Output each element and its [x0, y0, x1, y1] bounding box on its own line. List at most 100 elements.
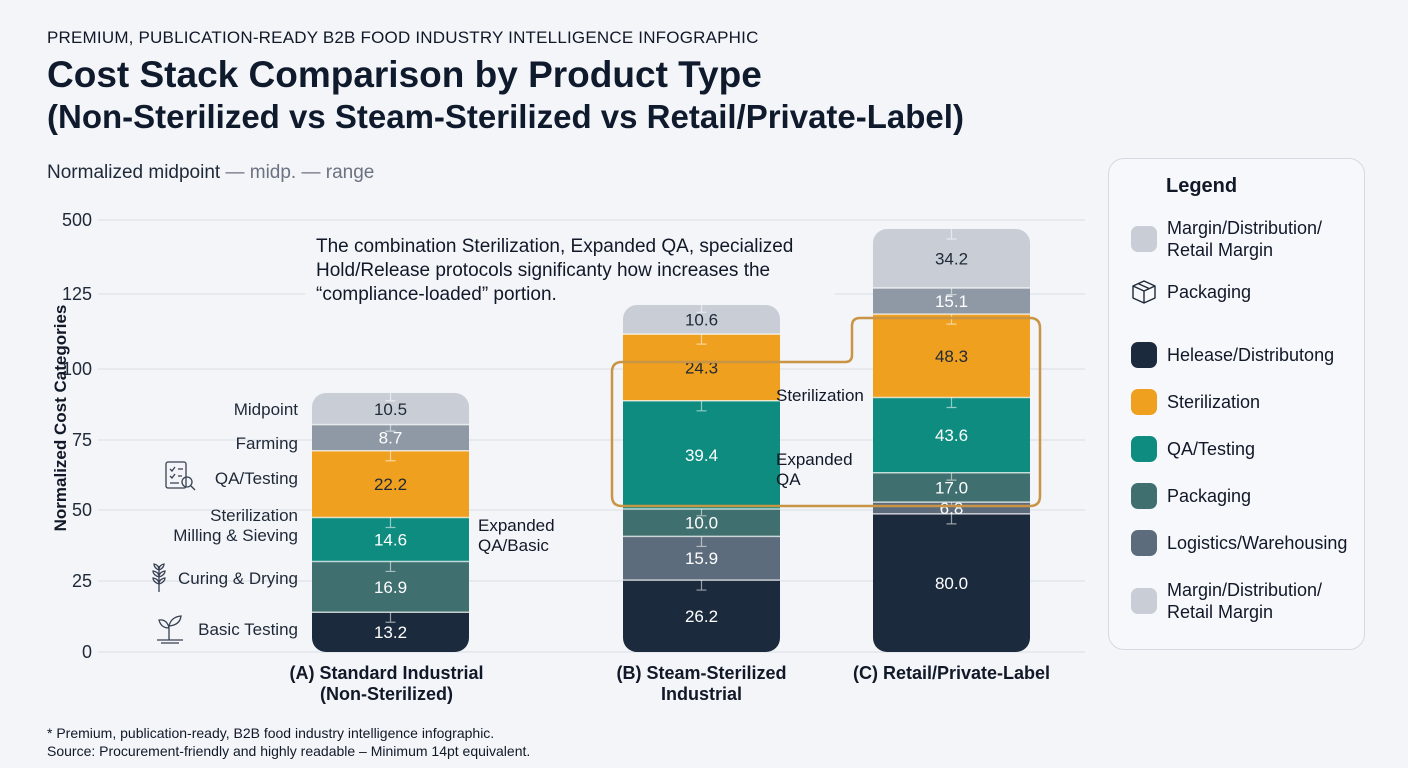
data-label: 15.9	[685, 549, 718, 568]
data-label: 80.0	[935, 574, 968, 593]
legend-label: Packaging	[1167, 282, 1252, 302]
left-category-label: Farming	[236, 434, 298, 453]
data-label: 22.2	[374, 475, 407, 494]
error-bar	[696, 305, 707, 313]
wheat-icon	[152, 563, 166, 592]
data-label: 34.2	[935, 250, 968, 269]
legend-swatch	[1131, 226, 1157, 252]
callout-text-line: Hold/Release protocols significanty how …	[316, 260, 770, 281]
legend-swatch	[1131, 389, 1157, 415]
left-category-label: Midpoint	[234, 400, 299, 419]
page-subtitle: (Non-Sterilized vs Steam-Sterilized vs R…	[47, 98, 964, 135]
legend-label: Margin/Distribution/ Retail Margin	[1167, 218, 1323, 260]
data-label: 15.1	[935, 292, 968, 311]
error-bar	[946, 229, 957, 240]
error-bar	[385, 393, 396, 402]
legend-swatch	[1131, 530, 1157, 556]
x-category-label: (B) Steam-Sterilized	[616, 663, 786, 683]
legend-label: Helease/Distributong	[1167, 345, 1335, 365]
y-tick-label: 25	[72, 571, 92, 591]
legend-item: Sterilization	[1131, 389, 1367, 415]
side-annotation-label: QA/Basic	[478, 536, 549, 555]
legend-label: Margin/Distribution/ Retail Margin	[1167, 580, 1323, 622]
callout-text-line: The combination Sterilization, Expanded …	[316, 236, 793, 257]
x-category-label: (A) Standard Industrial	[289, 663, 483, 683]
note-muted: — midp. — range	[220, 162, 375, 183]
eyebrow-text: PREMIUM, PUBLICATION-READY B2B FOOD INDU…	[47, 28, 759, 47]
legend-item: Margin/Distribution/ Retail Margin	[1131, 217, 1367, 261]
data-label: 43.6	[935, 426, 968, 445]
data-label: 16.9	[374, 578, 407, 597]
note-main: Normalized midpoint	[47, 162, 221, 183]
page-title: Cost Stack Comparison by Product Type	[47, 54, 762, 95]
data-label: 17.0	[935, 478, 968, 497]
bar-segment	[623, 580, 780, 652]
legend-item: Helease/Distributong	[1131, 342, 1367, 368]
x-category-label: (C) Retail/Private-Label	[853, 663, 1050, 683]
legend-title: Legend	[1166, 175, 1238, 197]
data-label: 26.2	[685, 607, 718, 626]
legend-item: Packaging	[1131, 483, 1367, 509]
left-category-label: Basic Testing	[198, 620, 298, 639]
data-label: 48.3	[935, 347, 968, 366]
bar-segment	[873, 314, 1030, 398]
bar-segment	[873, 502, 1030, 514]
data-label: 14.6	[374, 530, 407, 549]
data-label: 39.4	[685, 446, 718, 465]
data-label: 13.2	[374, 623, 407, 642]
bar-segment	[623, 334, 780, 401]
bar-segment	[873, 397, 1030, 473]
bar-stack: 13.2 16.9 14.6 22.2 8.7 10.5	[312, 393, 469, 652]
compliance-highlight-outline	[610, 316, 1042, 508]
legend-swatch	[1131, 483, 1157, 509]
data-label: 8.7	[379, 429, 403, 448]
left-category-label: Curing & Drying	[178, 569, 298, 588]
box-icon	[1132, 280, 1156, 304]
y-tick-label: 125	[62, 284, 92, 304]
footer-line-2: Source: Procurement-friendly and highly …	[47, 743, 531, 759]
y-tick-label: 500	[62, 210, 92, 230]
chart-note: Normalized midpoint — midp. — range	[47, 162, 374, 184]
x-category-label: (Non-Sterilized)	[320, 684, 453, 704]
y-tick-label: 75	[72, 430, 92, 450]
data-label: 10.6	[685, 311, 718, 330]
left-category-label: Sterilization	[210, 506, 298, 525]
x-category-label: Industrial	[661, 684, 742, 704]
side-annotation-label: Expanded	[478, 516, 555, 535]
side-annotation-label: QA	[776, 470, 801, 489]
data-label: 10.0	[685, 514, 718, 533]
bar-segment	[312, 450, 469, 518]
footer: * Premium, publication-ready, B2B food i…	[47, 724, 530, 760]
legend-item: QA/Testing	[1131, 436, 1367, 462]
legend-item: Margin/Distribution/ Retail Margin	[1131, 579, 1367, 623]
legend-swatch	[1131, 342, 1157, 368]
legend-item: Logistics/Warehousing	[1131, 530, 1367, 556]
footer-line-1: * Premium, publication-ready, B2B food i…	[47, 725, 495, 741]
sprout-icon	[157, 615, 183, 644]
legend-label: Sterilization	[1167, 392, 1261, 412]
legend-panel: Legend Margin/Distribution/ Retail Margi…	[1108, 158, 1365, 650]
left-category-label: QA/Testing	[215, 469, 298, 488]
bar-segment	[873, 513, 1030, 652]
data-label: 6.8	[940, 499, 964, 518]
bar-stack: 26.215.910.039.424.310.6	[623, 305, 780, 652]
checklist-magnifier-icon	[165, 461, 196, 491]
left-category-label: Milling & Sieving	[173, 526, 298, 545]
side-annotation-label: Sterilization	[776, 386, 864, 405]
callout-text-line: “compliance-loaded” portion.	[316, 284, 557, 305]
y-tick-label: 100	[62, 359, 92, 379]
legend-label: Packaging	[1167, 486, 1252, 506]
bar-segment	[623, 400, 780, 509]
y-tick-label: 0	[82, 642, 92, 662]
legend-swatch	[1131, 588, 1157, 614]
side-annotation-label: Expanded	[776, 450, 853, 469]
legend-label: QA/Testing	[1167, 439, 1256, 459]
bar-stack: 80.0 6.8 17.0 43.6 48.3 15.1 34.2	[873, 229, 1030, 652]
y-axis-label: Normalized Cost Categories	[51, 305, 70, 532]
legend-item: Packaging	[1131, 279, 1367, 305]
y-tick-label: 50	[72, 500, 92, 520]
callout-background	[305, 232, 835, 298]
data-label: 10.5	[374, 400, 407, 419]
legend-label: Logistics/Warehousing	[1167, 533, 1348, 553]
